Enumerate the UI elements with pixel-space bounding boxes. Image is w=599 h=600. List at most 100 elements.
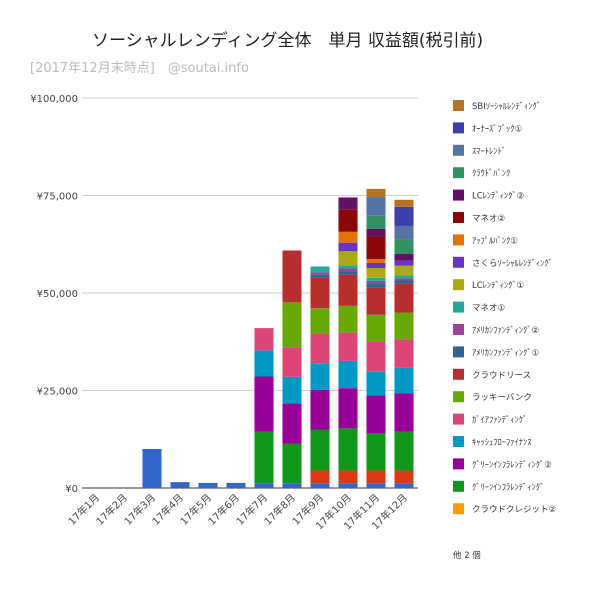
bar-segment [394,225,414,240]
bar-segment [282,250,302,303]
bar-segment [394,339,414,368]
legend-swatch [453,279,464,291]
legend-item[interactable]: ｱﾒﾘｶﾝﾌｧﾝﾃﾞｨﾝｸﾞ② [453,324,539,336]
bar-segment [394,431,414,471]
legend-label: LCﾚﾝﾃﾞｨﾝｸﾞ② [472,192,524,202]
y-tick-label: ¥0 [65,484,78,495]
bar-segment [338,274,358,306]
bar-segment [254,431,274,484]
legend-swatch [453,122,464,134]
y-tick-label: ¥75,000 [37,192,78,203]
legend-swatch [453,346,464,358]
legend-item[interactable]: ｶﾞｲｱﾌｧﾝﾃﾞｨﾝｸﾞ [453,413,527,426]
bar-segment [366,228,386,237]
bar-segment [282,403,302,444]
bar-segment [338,483,358,488]
legend-label: ラッキーバンク [472,393,532,403]
bar-segment [338,470,358,484]
bar-segment [170,482,190,488]
bar-segment [310,266,330,273]
legend-swatch [453,480,464,492]
legend-label: ｸﾞﾘｰﾝｲﾝﾌﾗﾚﾝﾃﾞｨﾝｸﾞ [472,483,544,493]
legend-item[interactable]: ｸﾞﾘｰﾝｲﾝﾌﾗﾚﾝﾃﾞｨﾝｸﾞ② [453,458,552,470]
bar-segment [338,242,358,252]
legend-swatch [453,503,464,515]
bar-segment [366,433,386,471]
bar-segment [310,333,330,364]
bar-segment [394,367,414,394]
bar-segment [338,265,358,269]
legend-item[interactable]: クラウドリース [453,368,531,381]
legend-label: LCﾚﾝﾃﾞｨﾝｸﾞ① [472,281,524,291]
bar-segment [366,268,386,278]
legend-item[interactable]: マネオ② [453,212,505,224]
bar-segment [310,483,330,488]
legend-item[interactable]: ｷｬｯｼｭﾌﾛｰﾌｧｲﾅﾝｽ [453,436,532,448]
legend-item[interactable]: クラウドクレジット② [453,503,556,515]
legend-item[interactable]: ｱｯﾌﾟﾙﾊﾞﾝｸ① [453,234,518,246]
bar-segment [282,443,302,484]
legend-item[interactable]: ｱﾒﾘｶﾝﾌｧﾝﾃﾞｨﾝｸﾞ① [453,346,539,358]
legend: SBIｿｰｼｬﾙﾚﾝﾃﾞｨﾝｸﾞ ｵｰﾅｰｽﾞﾌﾞｯｸ① ｽﾏｰﾄﾚﾝﾄﾞ ｸﾗｳﾄﾞ… [453,100,556,515]
legend-item[interactable]: LCﾚﾝﾃﾞｨﾝｸﾞ① [453,279,524,291]
legend-swatch [453,212,464,223]
y-tick-label: ¥25,000 [37,387,78,398]
legend-item[interactable]: ｸﾞﾘｰﾝｲﾝﾌﾗﾚﾝﾃﾞｨﾝｸﾞ [453,480,544,493]
legend-swatch [453,256,464,268]
bar-segment [338,305,358,333]
legend-swatch [453,324,464,335]
bar-segment [394,393,414,432]
y-axis-ticks: ¥0 ¥25,000 ¥50,000 ¥75,000 ¥100,000 [30,94,78,495]
bar-segment [366,470,386,484]
legend-item[interactable]: マネオ① [453,301,505,314]
bar-segment [394,483,414,488]
bar-segment [366,284,386,288]
legend-item[interactable]: ｸﾗｳﾄﾞﾊﾞﾝｸ [453,167,510,179]
bar-segment [254,350,274,377]
legend-swatch [453,167,464,179]
bar-segment [394,254,414,261]
legend-swatch [453,144,464,156]
legend-label: さくらｿｰｼｬﾙﾚﾝﾃﾞｨﾝｸﾞ [472,259,553,269]
bar-segment [226,482,246,488]
legend-label: ｽﾏｰﾄﾚﾝﾄﾞ [472,147,506,157]
bar-segment [282,347,302,377]
legend-more[interactable]: 他 2 個 [453,550,481,561]
legend-label: ｱﾒﾘｶﾝﾌｧﾝﾃﾞｨﾝｸﾞ② [472,326,539,336]
legend-label: ｸﾗｳﾄﾞﾊﾞﾝｸ [472,169,510,179]
bar-segment [366,188,386,198]
bar-segment [338,428,358,471]
legend-swatch [453,436,464,447]
bar-segment [310,429,330,471]
legend-label: SBIｿｰｼｬﾙﾚﾝﾃﾞｨﾝｸﾞ [472,102,541,112]
legend-swatch [453,301,464,313]
bar-segment [282,483,302,488]
legend-item[interactable]: ｽﾏｰﾄﾚﾝﾄﾞ [453,144,506,157]
bar-segment [338,197,358,210]
bar-segment [254,483,274,488]
legend-item[interactable]: ｵｰﾅｰｽﾞﾌﾞｯｸ① [453,122,522,134]
bar-segment [338,271,358,275]
bar-segment [142,449,162,488]
bar-segment [366,287,386,315]
legend-item[interactable]: SBIｿｰｼｬﾙﾚﾝﾃﾞｨﾝｸﾞ [453,100,541,112]
bar-segment [254,376,274,432]
bar-segment [394,470,414,484]
bar-segment [310,274,330,278]
bar-segment [310,389,330,430]
y-tick-label: ¥50,000 [37,289,78,300]
legend-label: ｵｰﾅｰｽﾞﾌﾞｯｸ① [472,124,522,134]
bar-segment [338,209,358,232]
bar-segment [394,239,414,254]
bar-segment [366,236,386,260]
legend-item[interactable]: さくらｿｰｼｬﾙﾚﾝﾃﾞｨﾝｸﾞ [453,256,553,269]
legend-label: ｸﾞﾘｰﾝｲﾝﾌﾗﾚﾝﾃﾞｨﾝｸﾞ② [472,460,552,470]
legend-item[interactable]: LCﾚﾝﾃﾞｨﾝｸﾞ② [453,189,524,202]
legend-item[interactable]: ラッキーバンク [453,391,532,403]
bar-segment [394,260,414,266]
chart-subtitle: [2017年12月末時点] @soutai.info [30,61,249,76]
legend-label: ｶﾞｲｱﾌｧﾝﾃﾞｨﾝｸﾞ [472,416,527,426]
bar-segment [366,371,386,396]
legend-label: マネオ② [472,214,505,224]
